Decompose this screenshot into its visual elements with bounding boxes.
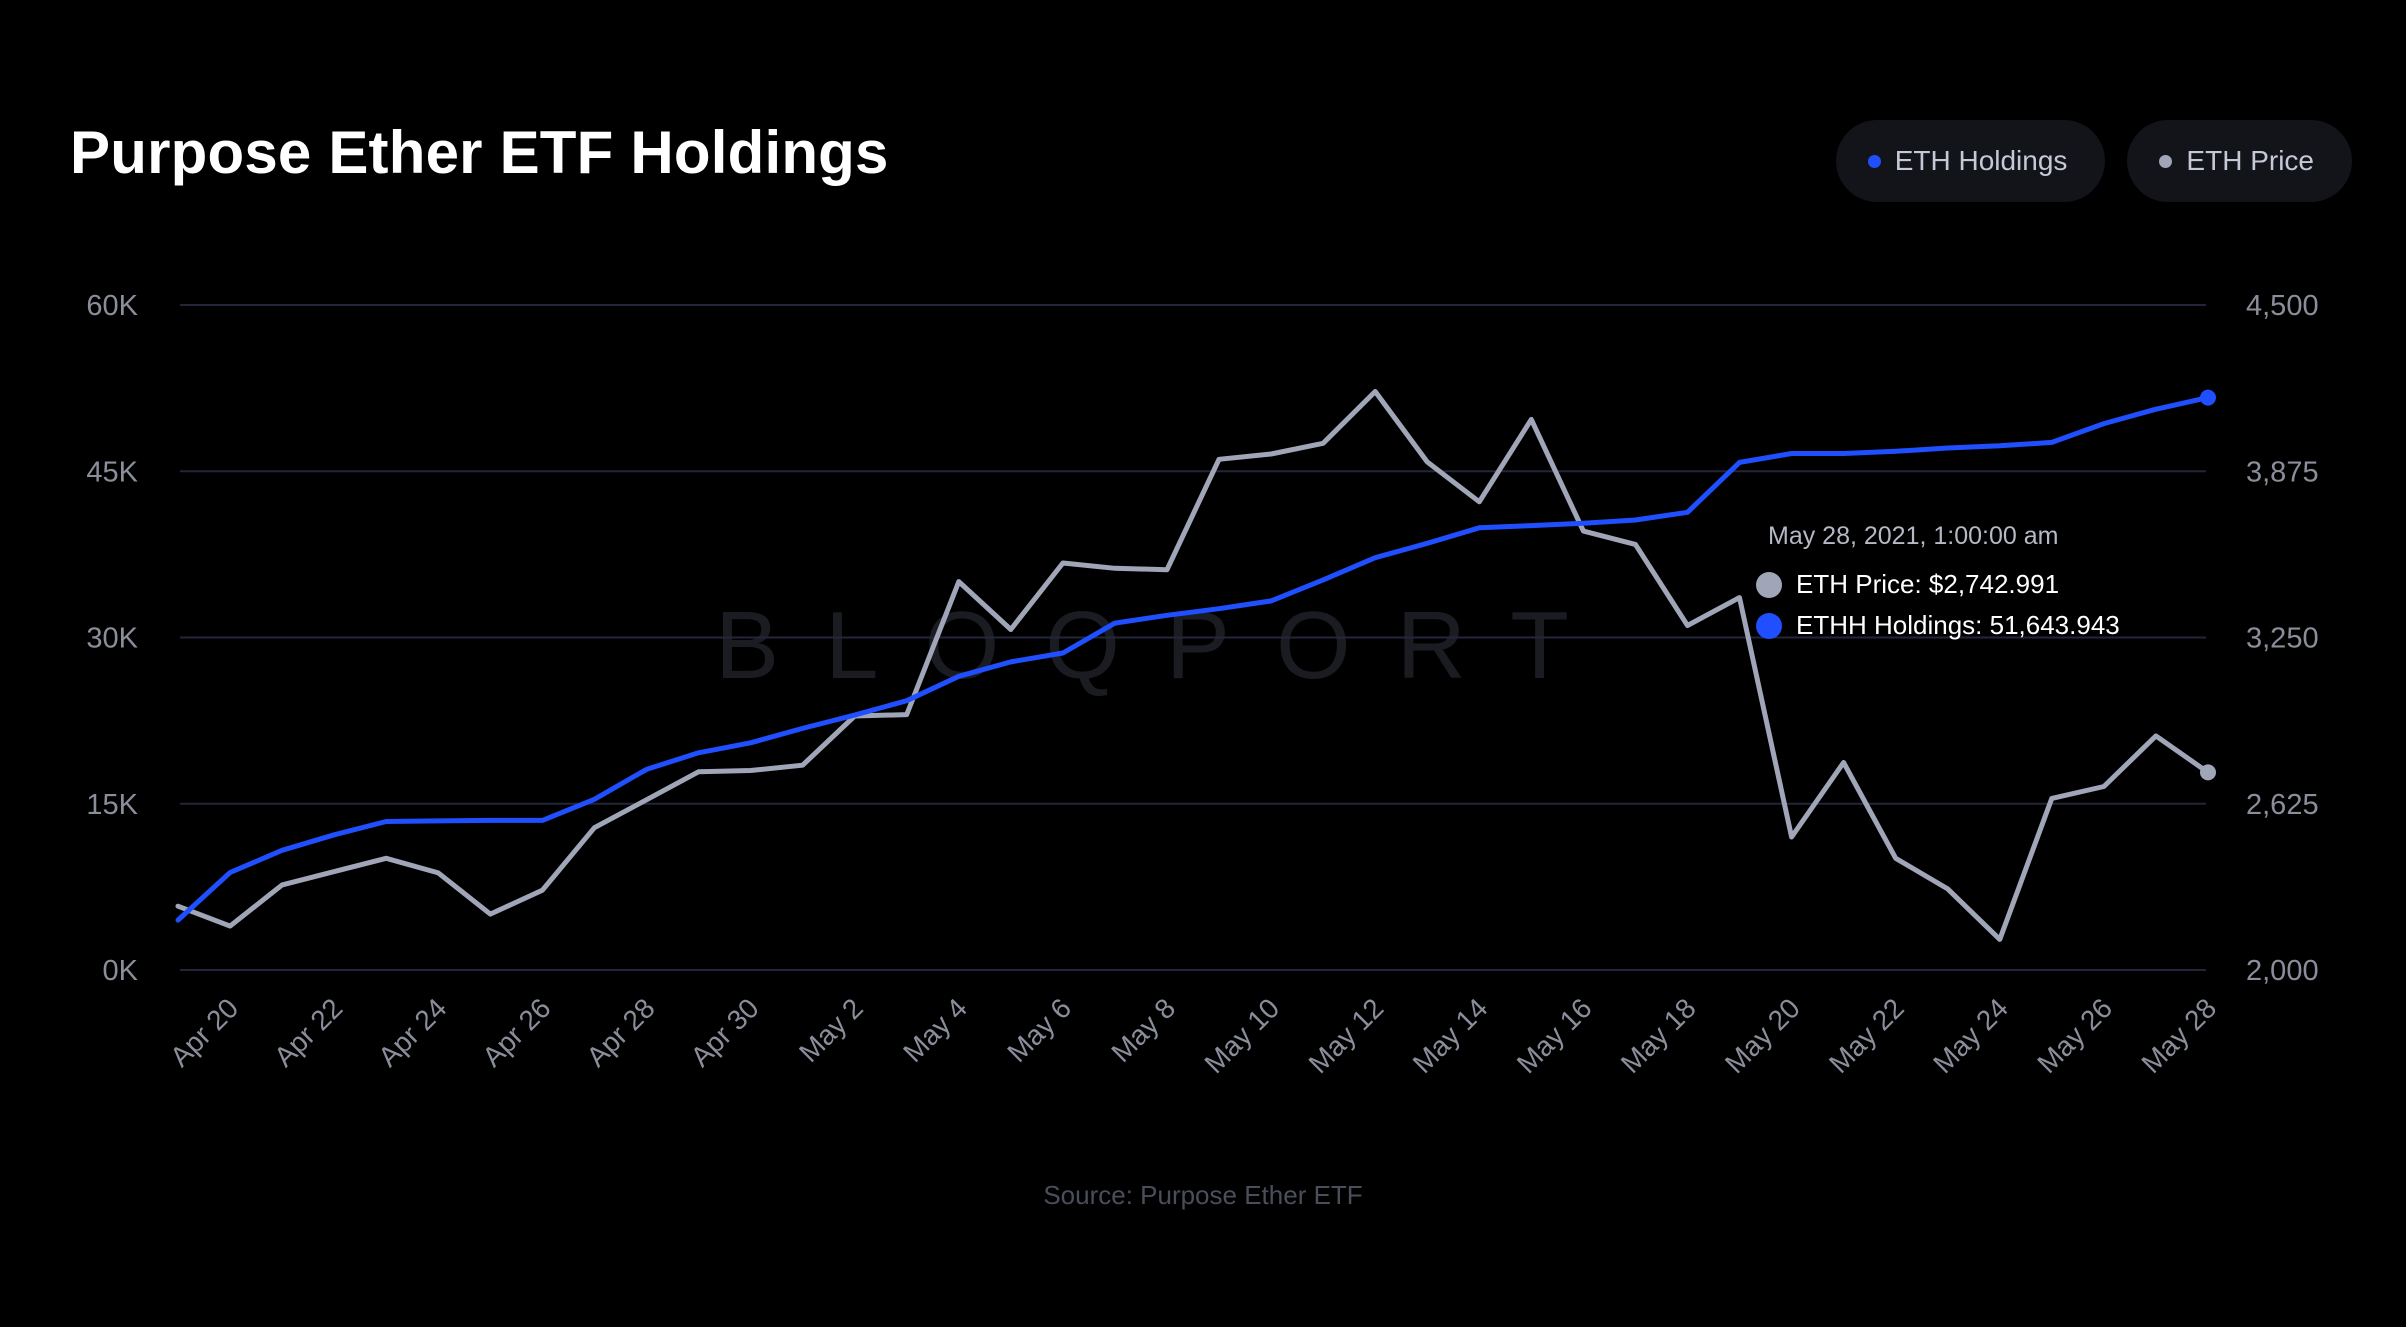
x-tick-label: May 20 — [1719, 992, 1806, 1079]
x-tick-label: May 8 — [1105, 992, 1181, 1068]
tooltip-holdings-label: ETHH Holdings: 51,643.943 — [1796, 610, 2120, 640]
legend-label-holdings: ETH Holdings — [1894, 145, 2068, 176]
eth-price-line — [175, 389, 2211, 942]
tooltip-holdings-row: ETHH Holdings: 51,643.943 — [1756, 610, 2176, 641]
tooltip-price-row: ETH Price: $2,742.991 — [1756, 569, 2176, 600]
series-group — [175, 389, 2216, 942]
x-tick-label: May 14 — [1407, 992, 1494, 1079]
left-axis: 0K 15K 30K 45K 60K — [86, 290, 138, 987]
left-tick-label: 30K — [86, 623, 138, 655]
right-tick-label: 2,625 — [2246, 789, 2319, 821]
x-tick-label: May 12 — [1303, 992, 1390, 1079]
hover-tooltip: May 28, 2021, 1:00:00 am ETH Price: $2,7… — [1756, 522, 2176, 662]
legend-label-price: ETH Price — [2186, 145, 2314, 176]
tooltip-price-dot-icon — [1756, 571, 1782, 598]
watermark-text: BLOQPORT — [715, 592, 1615, 699]
legend-dot-price-icon — [2159, 154, 2173, 168]
eth-holdings-line — [175, 395, 2211, 923]
x-tick-label: Apr 26 — [476, 992, 556, 1072]
left-tick-label: 15K — [86, 789, 138, 821]
left-tick-label: 0K — [103, 955, 139, 987]
legend-dot-holdings-icon — [1867, 154, 1881, 168]
x-tick-label: May 4 — [897, 992, 973, 1068]
x-tick-label: May 22 — [1823, 992, 1910, 1079]
left-tick-label: 60K — [86, 290, 138, 322]
x-tick-label: Apr 30 — [685, 992, 765, 1072]
right-tick-label: 3,875 — [2246, 456, 2319, 488]
source-note: Source: Purpose Ether ETF — [1043, 1180, 1363, 1210]
chart-title: Purpose Ether ETF Holdings — [70, 119, 889, 186]
right-tick-label: 3,250 — [2246, 623, 2319, 655]
right-tick-label: 4,500 — [2246, 290, 2319, 322]
x-tick-label: Apr 20 — [164, 992, 244, 1072]
legend-item-eth-holdings[interactable]: ETH Holdings — [1835, 120, 2106, 202]
x-tick-label: May 10 — [1198, 992, 1285, 1079]
price-last-point — [2200, 764, 2216, 781]
legend-item-eth-price[interactable]: ETH Price — [2127, 120, 2352, 202]
x-tick-label: Apr 24 — [372, 992, 452, 1072]
x-tick-label: Apr 22 — [268, 992, 348, 1072]
x-tick-label: May 28 — [2135, 992, 2222, 1079]
tooltip-holdings-dot-icon — [1756, 612, 1782, 639]
holdings-last-point — [2200, 389, 2216, 406]
x-axis: Apr 20 Apr 22 Apr 24 Apr 26 Apr 28 Apr 30 May … — [164, 992, 2222, 1079]
x-tick-label: Apr 28 — [580, 992, 660, 1072]
x-tick-label: May 16 — [1511, 992, 1598, 1079]
x-tick-label: May 24 — [1927, 992, 2014, 1079]
right-tick-label: 2,000 — [2246, 955, 2319, 987]
x-tick-label: May 2 — [793, 992, 869, 1068]
x-tick-label: May 18 — [1615, 992, 1702, 1079]
legend: ETH Holdings ETH Price — [1835, 120, 2352, 202]
right-axis: 2,000 2,625 3,250 3,875 4,500 — [2246, 290, 2319, 987]
x-tick-label: May 6 — [1001, 992, 1077, 1068]
x-tick-label: May 26 — [2031, 992, 2118, 1079]
tooltip-date: May 28, 2021, 1:00:00 am — [1768, 522, 2059, 550]
tooltip-price-label: ETH Price: $2,742.991 — [1796, 569, 2060, 599]
left-tick-label: 45K — [86, 456, 138, 488]
